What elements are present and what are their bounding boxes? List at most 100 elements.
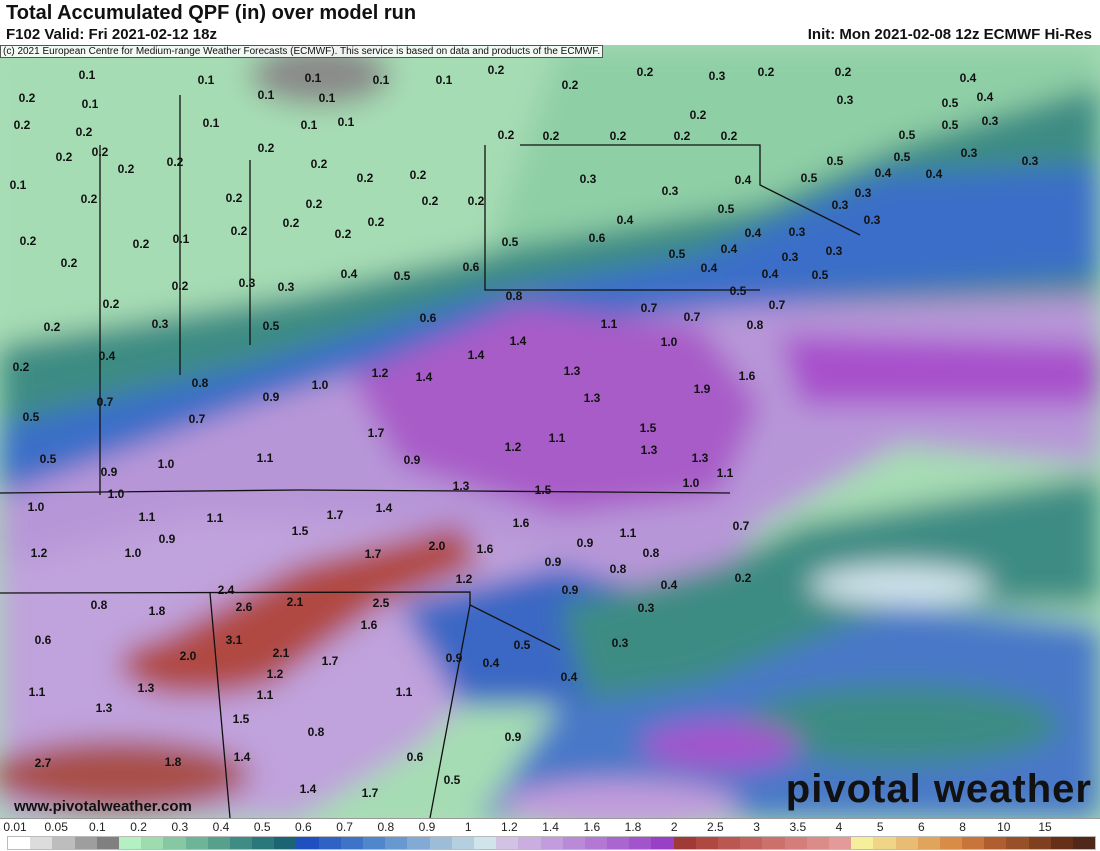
qpf-value-label: 0.7 bbox=[768, 298, 786, 312]
qpf-value-label: 0.2 bbox=[13, 118, 31, 132]
qpf-value-label: 0.2 bbox=[43, 320, 61, 334]
qpf-value-label: 0.2 bbox=[171, 279, 189, 293]
qpf-value-label: 0.5 bbox=[893, 150, 911, 164]
qpf-value-label: 0.7 bbox=[640, 301, 658, 315]
color-scale-tick: 3 bbox=[753, 820, 760, 834]
color-swatch bbox=[252, 837, 275, 849]
qpf-value-label: 0.1 bbox=[372, 73, 390, 87]
qpf-value-label: 1.4 bbox=[233, 750, 251, 764]
qpf-value-label: 1.4 bbox=[415, 370, 433, 384]
qpf-value-label: 2.1 bbox=[272, 646, 290, 660]
qpf-value-label: 0.2 bbox=[282, 216, 300, 230]
qpf-value-label: 0.2 bbox=[166, 155, 184, 169]
color-swatch bbox=[340, 837, 363, 849]
qpf-value-label: 0.5 bbox=[22, 410, 40, 424]
qpf-value-label: 0.2 bbox=[60, 256, 78, 270]
qpf-value-label: 0.3 bbox=[579, 172, 597, 186]
qpf-value-label: 0.2 bbox=[467, 194, 485, 208]
qpf-value-label: 2.4 bbox=[217, 583, 235, 597]
qpf-value-label: 1.1 bbox=[600, 317, 618, 331]
qpf-value-label: 1.6 bbox=[360, 618, 378, 632]
qpf-value-label: 0.7 bbox=[188, 412, 206, 426]
init-time: Init: Mon 2021-02-08 12z ECMWF Hi-Res bbox=[807, 26, 1092, 43]
qpf-value-label: 0.5 bbox=[826, 154, 844, 168]
qpf-value-label: 0.2 bbox=[542, 129, 560, 143]
qpf-value-label: 1.4 bbox=[509, 334, 527, 348]
color-scale-tick: 3.5 bbox=[789, 820, 807, 834]
color-swatch bbox=[96, 837, 119, 849]
qpf-value-label: 0.2 bbox=[421, 194, 439, 208]
qpf-value-label: 1.1 bbox=[28, 685, 46, 699]
qpf-value-label: 0.8 bbox=[191, 376, 209, 390]
qpf-value-label: 1.5 bbox=[232, 712, 250, 726]
qpf-value-label: 1.0 bbox=[660, 335, 678, 349]
color-swatch bbox=[718, 837, 741, 849]
qpf-value-label: 0.2 bbox=[561, 78, 579, 92]
qpf-value-label: 0.2 bbox=[80, 192, 98, 206]
qpf-value-label: 1.1 bbox=[548, 431, 566, 445]
qpf-value-label: 1.4 bbox=[375, 501, 393, 515]
color-swatch bbox=[1006, 837, 1029, 849]
qpf-value-label: 0.1 bbox=[337, 115, 355, 129]
qpf-value-label: 0.4 bbox=[744, 226, 762, 240]
qpf-value-label: 1.5 bbox=[639, 421, 657, 435]
qpf-value-label: 1.8 bbox=[164, 755, 182, 769]
color-swatch bbox=[518, 837, 541, 849]
color-scale-tick: 2.5 bbox=[707, 820, 724, 834]
color-swatch bbox=[1073, 837, 1096, 849]
color-swatch bbox=[651, 837, 674, 849]
qpf-value-label: 0.6 bbox=[419, 311, 437, 325]
qpf-value-label: 0.5 bbox=[443, 773, 461, 787]
qpf-value-label: 0.3 bbox=[825, 244, 843, 258]
qpf-value-label: 0.9 bbox=[403, 453, 421, 467]
qpf-value-label: 0.2 bbox=[91, 145, 109, 159]
qpf-value-label: 0.2 bbox=[310, 157, 328, 171]
color-scale-tick: 0.1 bbox=[89, 820, 106, 834]
qpf-value-label: 0.1 bbox=[257, 88, 275, 102]
qpf-value-label: 0.5 bbox=[898, 128, 916, 142]
color-scale-tick: 0.9 bbox=[418, 820, 436, 834]
site-url[interactable]: www.pivotalweather.com bbox=[14, 798, 192, 815]
qpf-value-label: 0.6 bbox=[462, 260, 480, 274]
qpf-value-label: 3.1 bbox=[225, 633, 243, 647]
color-swatch bbox=[385, 837, 408, 849]
qpf-value-label: 2.6 bbox=[235, 600, 253, 614]
qpf-value-label: 1.7 bbox=[364, 547, 382, 561]
qpf-value-label: 0.4 bbox=[734, 173, 752, 187]
color-swatch bbox=[429, 837, 452, 849]
color-swatch bbox=[828, 837, 852, 849]
qpf-value-label: 0.5 bbox=[393, 269, 411, 283]
qpf-value-label: 1.6 bbox=[512, 516, 530, 530]
qpf-value-label: 0.5 bbox=[513, 638, 531, 652]
color-swatch bbox=[939, 837, 963, 849]
qpf-value-label: 0.2 bbox=[720, 129, 738, 143]
qpf-value-label: 0.4 bbox=[720, 242, 738, 256]
color-swatch bbox=[473, 837, 497, 849]
qpf-value-label: 1.2 bbox=[504, 440, 522, 454]
qpf-value-label: 1.6 bbox=[476, 542, 494, 556]
qpf-value-label: 0.4 bbox=[976, 90, 994, 104]
qpf-value-label: 1.3 bbox=[452, 479, 470, 493]
precipitation-map[interactable]: (c) 2021 European Centre for Medium-rang… bbox=[0, 45, 1100, 818]
qpf-value-label: 0.2 bbox=[689, 108, 707, 122]
qpf-value-label: 1.1 bbox=[619, 526, 637, 540]
qpf-value-label: 0.3 bbox=[238, 276, 256, 290]
qpf-value-label: 0.2 bbox=[117, 162, 135, 176]
color-swatch bbox=[917, 837, 940, 849]
qpf-value-label: 1.1 bbox=[395, 685, 413, 699]
qpf-value-label: 0.4 bbox=[616, 213, 634, 227]
qpf-value-label: 1.7 bbox=[361, 786, 379, 800]
qpf-value-label: 0.1 bbox=[318, 91, 336, 105]
copyright-notice: (c) 2021 European Centre for Medium-rang… bbox=[0, 45, 604, 58]
qpf-value-label: 0.2 bbox=[356, 171, 374, 185]
color-swatch bbox=[562, 837, 585, 849]
qpf-value-label: 0.2 bbox=[834, 65, 852, 79]
qpf-value-label: 0.2 bbox=[487, 63, 505, 77]
qpf-value-label: 0.3 bbox=[788, 225, 806, 239]
color-scale-swatches bbox=[7, 836, 1096, 850]
qpf-value-label: 0.5 bbox=[668, 247, 686, 261]
color-scale-tick: 0.3 bbox=[171, 820, 189, 834]
qpf-value-label: 0.4 bbox=[98, 349, 116, 363]
qpf-value-label: 0.8 bbox=[90, 598, 108, 612]
qpf-value-label: 0.8 bbox=[746, 318, 764, 332]
